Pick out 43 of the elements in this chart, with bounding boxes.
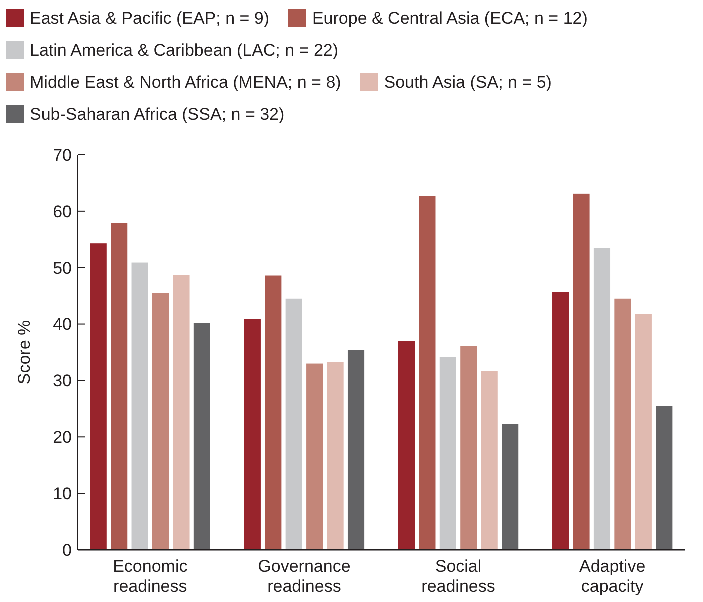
bar: [265, 276, 282, 550]
bar: [306, 364, 324, 550]
y-tick-label: 40: [53, 315, 72, 334]
x-tick-label: Social readiness: [422, 557, 496, 596]
bar: [173, 275, 190, 550]
bar: [194, 323, 210, 550]
bar: [398, 341, 416, 550]
bar: [244, 319, 261, 550]
bar: [440, 357, 456, 550]
y-tick-label: 30: [53, 372, 72, 391]
bar: [348, 350, 365, 550]
legend-label: Europe & Central Asia (ECA; n = 12): [312, 8, 588, 28]
legend-label: South Asia (SA; n = 5): [384, 72, 552, 92]
bar: [132, 262, 148, 550]
bar: [419, 196, 436, 550]
x-tick-label: Adaptive capacity: [580, 557, 646, 596]
bar: [502, 424, 519, 550]
bar: [286, 298, 302, 550]
legend-label: Sub-Saharan Africa (SSA; n = 32): [30, 104, 285, 124]
bar: [656, 406, 673, 550]
y-tick-label: 0: [62, 540, 72, 560]
x-tick-label: Economic readiness: [113, 557, 188, 596]
legend-label: Middle East & North Africa (MENA; n = 8): [30, 72, 342, 92]
bar: [552, 292, 570, 550]
bar: [481, 371, 498, 550]
bar: [111, 223, 128, 550]
bar: [635, 314, 652, 550]
bar: [594, 248, 611, 550]
bar: [90, 244, 107, 550]
y-tick-label: 60: [53, 202, 72, 222]
legend-label: Latin America & Caribbean (LAC; n = 22): [30, 40, 339, 60]
bar: [152, 293, 170, 550]
bar: [460, 346, 478, 550]
y-tick-label: 70: [53, 146, 72, 165]
x-tick-label: Governance readiness: [258, 557, 351, 596]
y-tick-label: 50: [53, 258, 72, 278]
bar: [614, 298, 632, 550]
legend-label: East Asia & Pacific (EAP; n = 9): [30, 8, 270, 28]
y-axis-title: Score %: [15, 320, 34, 385]
bar: [327, 362, 344, 550]
y-tick-label: 20: [53, 428, 72, 448]
bar: [573, 194, 590, 550]
y-tick-label: 10: [53, 484, 72, 504]
